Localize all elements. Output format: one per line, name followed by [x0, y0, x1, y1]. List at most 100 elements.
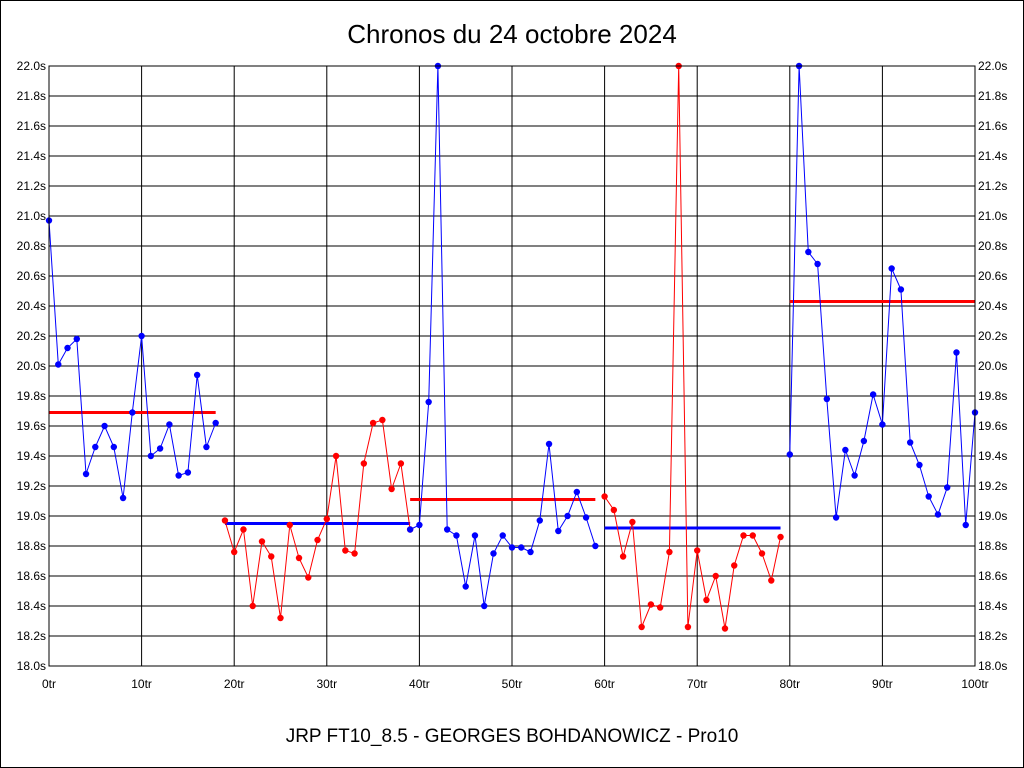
data-point — [397, 460, 405, 467]
y-tick-label-left: 21.2s — [17, 179, 46, 193]
data-point — [823, 395, 831, 403]
data-point — [425, 398, 432, 406]
data-point — [351, 550, 358, 557]
data-point — [573, 488, 581, 496]
y-tick-label-left: 19.6s — [17, 419, 46, 433]
chart-subtitle: JRP FT10_8.5 - GEORGES BOHDANOWICZ - Pro… — [286, 726, 739, 747]
data-point — [406, 526, 414, 533]
data-point — [869, 391, 877, 398]
data-point — [555, 527, 562, 535]
data-point — [832, 514, 840, 521]
data-point — [342, 547, 349, 554]
data-point — [305, 574, 312, 581]
y-tick-label-left: 19.2s — [17, 479, 46, 493]
y-tick-label-left: 18.2s — [17, 629, 46, 643]
data-point — [638, 623, 645, 631]
x-tick-label: 60tr — [594, 677, 615, 691]
plot-area — [48, 65, 976, 667]
data-point — [749, 532, 756, 539]
data-point — [203, 443, 210, 451]
data-point — [462, 583, 469, 590]
data-point — [934, 511, 942, 518]
y-tick-label-left: 21.0s — [17, 209, 46, 223]
data-point — [805, 248, 812, 256]
data-point — [268, 553, 275, 560]
data-point — [564, 512, 571, 520]
grid — [48, 65, 976, 667]
data-point — [295, 554, 303, 562]
data-point — [740, 532, 747, 539]
data-point — [166, 421, 173, 428]
data-point — [703, 596, 710, 604]
data-point — [545, 440, 553, 448]
y-tick-label-right: 19.4s — [978, 449, 1007, 463]
data-point — [786, 451, 793, 458]
y-tick-label-left: 18.8s — [17, 539, 46, 553]
y-tick-label-left: 21.8s — [17, 89, 46, 103]
x-axis: 0tr 10tr 20tr 30tr 40tr 50tr 60tr 70tr 80tr 90tr 1… — [42, 677, 989, 691]
data-point — [82, 470, 90, 478]
y-tick-label-right: 19.6s — [978, 419, 1007, 433]
y-tick-label-left: 18.0s — [17, 659, 46, 673]
y-tick-label-right: 20.0s — [978, 359, 1007, 373]
data-point — [443, 526, 451, 533]
y-tick-label-right: 21.8s — [978, 89, 1007, 103]
data-point — [758, 550, 766, 557]
data-point — [175, 472, 182, 479]
x-tick-label: 40tr — [409, 677, 430, 691]
x-tick-label: 10tr — [131, 677, 152, 691]
data-point — [888, 265, 895, 272]
x-tick-label: 70tr — [687, 677, 708, 691]
data-point — [416, 521, 423, 529]
y-tick-label-left: 18.6s — [17, 569, 46, 583]
y-tick-label-right: 20.6s — [978, 269, 1007, 283]
data-point — [110, 443, 118, 451]
y-tick-label-left: 20.4s — [17, 299, 46, 313]
data-point — [684, 623, 692, 631]
data-point — [925, 493, 932, 500]
data-point — [184, 469, 192, 476]
y-tick-label-left: 19.4s — [17, 449, 46, 463]
data-point — [55, 361, 62, 368]
data-point — [193, 371, 201, 379]
data-point — [369, 419, 377, 427]
data-point — [518, 544, 525, 551]
series-line-4 — [604, 65, 781, 629]
data-point — [916, 461, 923, 469]
data-point — [490, 550, 497, 557]
y-tick-label-right: 21.6s — [978, 119, 1007, 133]
y-tick-label-right: 21.4s — [978, 149, 1007, 163]
y-tick-label-right: 22.0s — [978, 59, 1007, 73]
data-point — [240, 526, 247, 533]
data-point — [212, 419, 219, 427]
data-point — [360, 460, 368, 467]
y-tick-label-left: 20.6s — [17, 269, 46, 283]
data-point — [92, 443, 99, 451]
y-tick-label-right: 20.2s — [978, 329, 1007, 343]
y-axis-left: 18.0s 18.2s 18.4s 18.6s 18.8s 19.0s 19.2s 19.4s… — [17, 59, 46, 673]
data-point — [619, 553, 627, 560]
data-point — [481, 602, 488, 610]
y-tick-label-right: 21.2s — [978, 179, 1007, 193]
data-point — [64, 344, 71, 352]
average-lines — [49, 300, 975, 530]
x-tick-label: 90tr — [872, 677, 893, 691]
y-tick-label-right: 18.8s — [978, 539, 1007, 553]
data-point — [777, 533, 784, 541]
y-tick-label-left: 21.4s — [17, 149, 46, 163]
data-point — [129, 409, 136, 416]
y-tick-label-left: 21.6s — [17, 119, 46, 133]
data-point — [953, 349, 960, 356]
data-point — [508, 544, 516, 551]
data-point — [536, 517, 543, 524]
y-tick-label-left: 22.0s — [17, 59, 46, 73]
data-point — [944, 484, 951, 491]
x-tick-label: 30tr — [316, 677, 337, 691]
data-point — [656, 604, 664, 611]
x-tick-label: 80tr — [779, 677, 800, 691]
data-point — [721, 625, 729, 632]
data-point — [323, 515, 330, 523]
data-point — [314, 536, 321, 544]
data-point — [499, 532, 506, 539]
y-axis-right: 18.0s 18.2s 18.4s 18.6s 18.8s 19.0s 19.2s 19.4s… — [978, 59, 1007, 673]
